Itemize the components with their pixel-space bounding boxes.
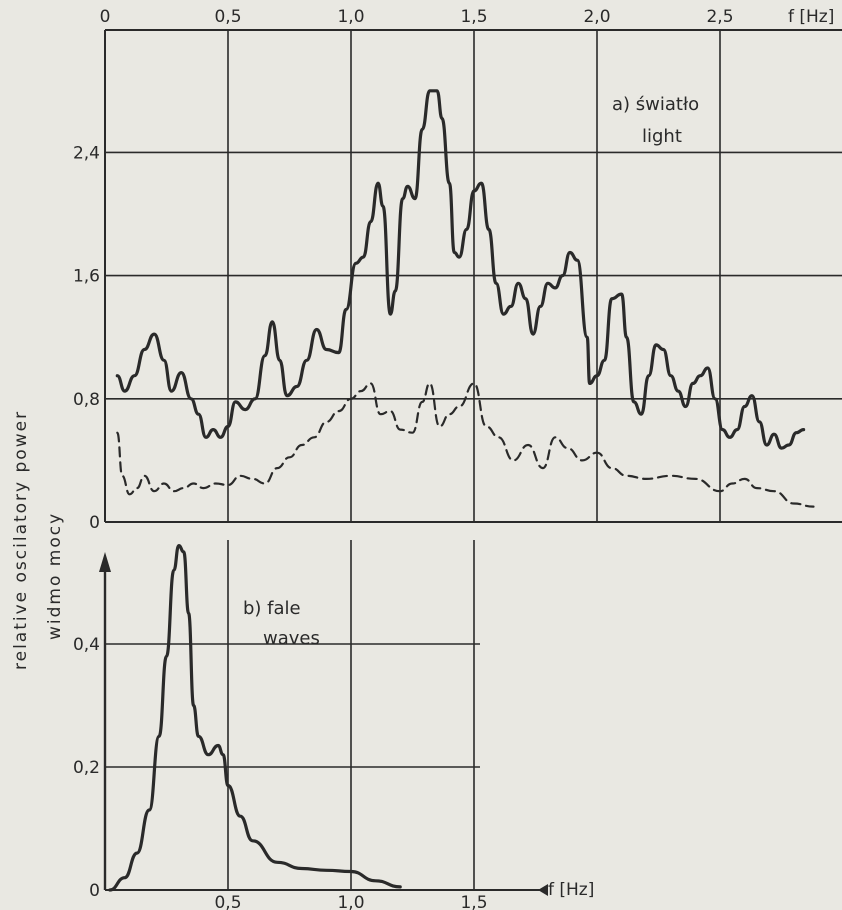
panel-a-light: 0 0,5 1,0 1,5 2,0 2,5 0 0,8 1,6 2,4 f [Hz] a) świat… [73, 7, 842, 533]
y-tick-label: 0 [89, 881, 100, 901]
panel-b-waves: 0,5 1,0 1,5 0 0,2 0,4 f [Hz] b) fale waves [73, 540, 594, 910]
x-tick-label: 0,5 [214, 7, 241, 27]
y-axis-arrow [99, 552, 111, 572]
y-tick-label: 0,8 [73, 390, 100, 410]
y-tick-label: 0,4 [73, 635, 100, 655]
y-tick-label: 0,2 [73, 758, 100, 778]
panel-title: a) światło [612, 94, 699, 115]
x-tick-label: 1,5 [460, 7, 487, 27]
panel-subtitle: light [642, 126, 682, 147]
x-tick-label: 1,0 [337, 7, 364, 27]
y-tick-label: 0 [89, 513, 100, 533]
x-tick-label: 1,0 [337, 893, 364, 910]
series-line-solid [115, 89, 806, 450]
y-axis-label-english: relative oscilatory power [11, 410, 31, 670]
x-tick-label: 0,5 [214, 893, 241, 910]
x-tick-label: 1,5 [460, 893, 487, 910]
x-axis-title: f [Hz] [548, 880, 594, 900]
x-axis-arrow [538, 884, 548, 896]
x-tick-label: 2,0 [583, 7, 610, 27]
x-tick-label: 2,5 [706, 7, 733, 27]
series-line-solid [108, 544, 402, 892]
x-axis-title: f [Hz] [788, 7, 834, 27]
panel-title: b) fale [243, 598, 301, 619]
x-tick-label: 0 [100, 7, 111, 27]
series-line-dashed [116, 382, 815, 508]
y-axis-label-polish: widmo mocy [45, 512, 65, 640]
panel-subtitle: waves [263, 628, 320, 649]
y-tick-label: 2,4 [73, 143, 100, 163]
y-tick-label: 1,6 [73, 267, 100, 287]
